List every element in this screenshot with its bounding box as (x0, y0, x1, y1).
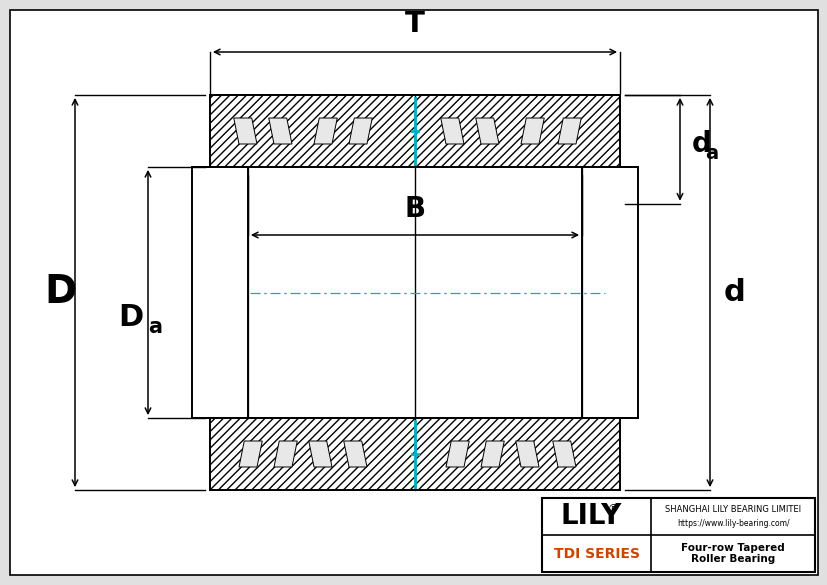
Text: D: D (118, 303, 144, 332)
Polygon shape (313, 118, 337, 144)
Text: D: D (45, 274, 77, 311)
Bar (210, 418, 619, 490)
Text: LILY: LILY (560, 503, 622, 531)
Polygon shape (269, 118, 292, 144)
Bar (192, 167, 248, 418)
Bar (210, 95, 619, 490)
Text: d: d (691, 130, 711, 159)
Polygon shape (239, 441, 262, 467)
Polygon shape (440, 118, 463, 144)
Polygon shape (308, 441, 332, 467)
Bar (542, 498, 814, 572)
Text: Four-row Tapered
Roller Bearing: Four-row Tapered Roller Bearing (681, 543, 784, 565)
Bar (210, 95, 619, 167)
Polygon shape (476, 118, 499, 144)
Text: TDI SERIES: TDI SERIES (553, 546, 638, 560)
Polygon shape (343, 441, 366, 467)
Text: ®: ® (606, 504, 617, 514)
Text: T: T (404, 10, 424, 38)
Polygon shape (557, 118, 581, 144)
Text: https://www.lily-bearing.com/: https://www.lily-bearing.com/ (676, 519, 788, 528)
Bar (581, 167, 638, 418)
Text: a: a (148, 318, 162, 338)
Polygon shape (515, 441, 538, 467)
Polygon shape (552, 441, 576, 467)
Text: B: B (404, 195, 425, 223)
Polygon shape (233, 118, 256, 144)
Polygon shape (480, 441, 504, 467)
Text: SHANGHAI LILY BEARING LIMITEI: SHANGHAI LILY BEARING LIMITEI (664, 505, 801, 514)
Text: d: d (723, 278, 745, 307)
Polygon shape (348, 118, 372, 144)
Polygon shape (274, 441, 297, 467)
Polygon shape (446, 441, 469, 467)
Polygon shape (520, 118, 543, 144)
Text: a: a (704, 144, 717, 163)
